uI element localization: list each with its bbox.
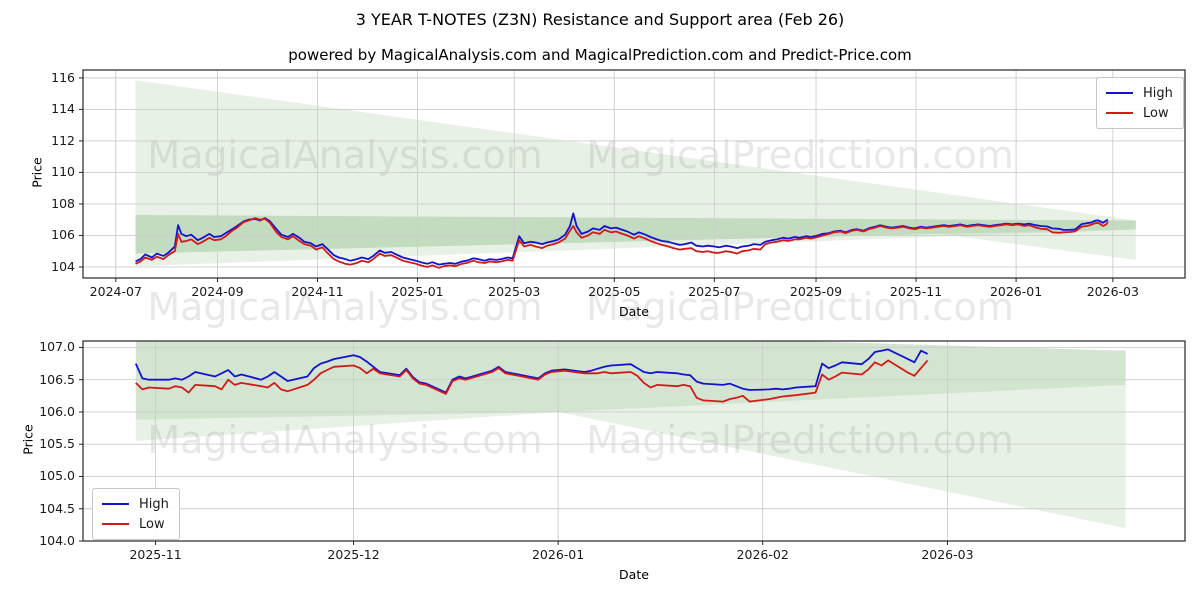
x-tick-label: 2024-11	[291, 284, 344, 299]
axis-label-price: Price	[29, 157, 45, 188]
y-tick-label: 106.5	[39, 371, 75, 387]
plot-border	[82, 340, 1186, 542]
y-tick-label: 114	[51, 101, 75, 117]
mid-band	[135, 341, 1126, 420]
watermark-text: MagicalPrediction.com	[586, 418, 1014, 462]
y-tick-label: 104.5	[39, 500, 75, 516]
plot-border	[82, 69, 1186, 279]
x-tick-label: 2026-03	[921, 547, 974, 562]
recent-zoom-chart	[79, 340, 1186, 545]
watermark-text: MagicalAnalysis.com	[147, 133, 542, 177]
legend-label: Low	[1143, 105, 1169, 121]
y-tick-label: 108	[51, 195, 75, 211]
page-title: 3 YEAR T-NOTES (Z3N) Resistance and Supp…	[355, 10, 845, 29]
legend-entry-high: High	[1106, 83, 1173, 103]
y-tick-label: 105.0	[39, 468, 75, 484]
y-tick-label: 104	[51, 258, 75, 274]
axis-label-price: Price	[20, 424, 36, 455]
x-tick-label: 2026-02	[736, 547, 789, 562]
x-tick-label: 2025-03	[488, 284, 541, 299]
high-line-sample	[1106, 92, 1133, 94]
legend-label: High	[1143, 85, 1173, 101]
support-fan	[558, 384, 1126, 529]
watermark-text: MagicalAnalysis.com	[147, 418, 542, 462]
low-line-sample	[102, 523, 129, 525]
legend-entry-high: High	[102, 494, 169, 514]
x-tick-label: 2025-11	[889, 284, 943, 299]
y-tick-label: 104.0	[39, 533, 75, 548]
watermark-text: MagicalPrediction.com	[586, 285, 1014, 329]
x-tick-label: 2026-01	[989, 284, 1043, 299]
y-tick-label: 116	[51, 69, 75, 85]
x-tick-label: 2025-11	[129, 547, 182, 562]
x-tick-label: 2024-09	[191, 284, 244, 299]
legend-bottom-chart: High Low	[92, 488, 180, 540]
legend-top-chart: High Low	[1096, 77, 1184, 129]
x-tick-label: 2025-01	[391, 284, 444, 299]
resistance-wedge	[135, 80, 1136, 267]
support-fan	[939, 229, 1136, 260]
y-tick-label: 106	[51, 227, 75, 243]
x-tick-label: 2025-12	[327, 547, 380, 562]
watermark-text: MagicalPrediction.com	[586, 133, 1014, 177]
x-tick-label: 2026-03	[1086, 284, 1139, 299]
y-tick-label: 106.0	[39, 403, 75, 419]
axis-label-date: Date	[619, 567, 649, 582]
watermark-layer: MagicalAnalysis.com MagicalPrediction.com…	[147, 133, 1013, 462]
legend-entry-low: Low	[1106, 103, 1173, 123]
low-series-line	[135, 217, 1109, 269]
y-tick-label: 105.5	[39, 436, 75, 452]
low-series-line	[135, 359, 929, 403]
x-tick-label: 2024-07	[89, 284, 142, 299]
watermark-text: MagicalAnalysis.com	[147, 285, 542, 329]
y-tick-label: 112	[51, 132, 75, 148]
legend-entry-low: Low	[102, 514, 169, 534]
fill-layers	[135, 80, 1136, 529]
axis-label-date: Date	[619, 304, 649, 319]
y-tick-label: 110	[51, 164, 75, 180]
x-tick-label: 2026-01	[531, 547, 585, 562]
low-line-sample	[1106, 112, 1133, 114]
x-tick-label: 2025-05	[588, 284, 641, 299]
x-tick-label: 2025-09	[789, 284, 843, 299]
high-line-sample	[102, 503, 129, 505]
legend-label: High	[139, 496, 169, 512]
x-tick-label: 2025-07	[688, 284, 741, 299]
legend-label: Low	[139, 516, 165, 532]
full-history-chart	[79, 69, 1186, 282]
support-sliver	[135, 412, 559, 441]
y-tick-label: 107.0	[39, 339, 75, 355]
axes-and-lines-layer	[79, 69, 1186, 545]
powered-by-subtitle: powered by MagicalAnalysis.com and Magic…	[288, 46, 912, 64]
high-series-line	[134, 348, 928, 394]
